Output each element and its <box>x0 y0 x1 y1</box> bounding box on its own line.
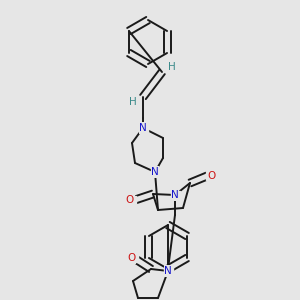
Text: H: H <box>129 97 137 107</box>
Text: N: N <box>151 167 159 177</box>
Text: N: N <box>164 266 172 276</box>
Text: O: O <box>127 253 135 263</box>
Text: N: N <box>171 190 179 200</box>
Bar <box>126 196 136 204</box>
Text: N: N <box>139 123 147 133</box>
Bar <box>151 168 160 176</box>
Bar <box>170 191 179 199</box>
Bar <box>206 172 216 180</box>
Bar <box>139 124 148 132</box>
Bar <box>164 267 172 275</box>
Bar <box>128 254 138 262</box>
Text: H: H <box>168 62 176 72</box>
Text: O: O <box>126 195 134 205</box>
Text: O: O <box>208 171 216 181</box>
